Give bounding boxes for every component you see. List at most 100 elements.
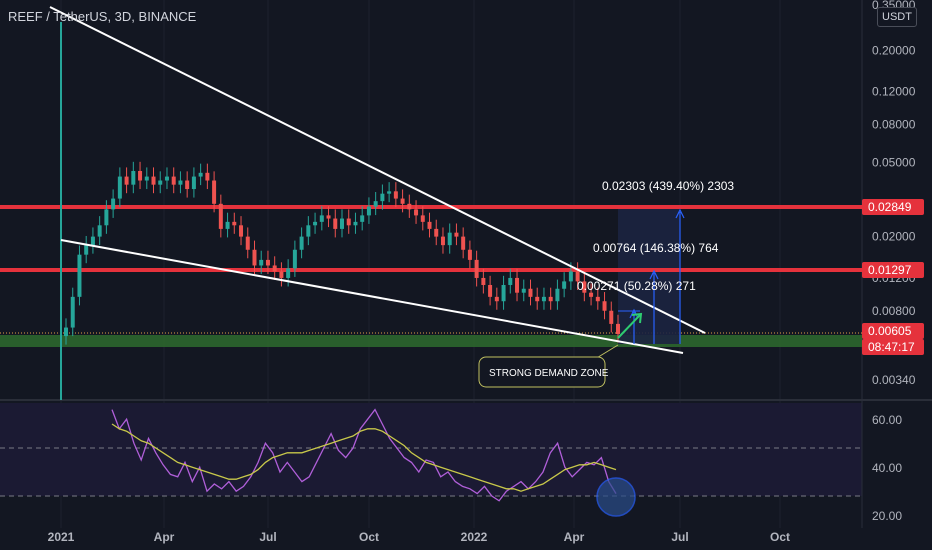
candle-body (292, 249, 297, 269)
candle-body (151, 176, 156, 185)
upper-trendline (49, 6, 706, 334)
time-axis-tick: Apr (564, 530, 585, 544)
candle-body (400, 198, 405, 204)
candle-body (225, 221, 230, 229)
candle-body (239, 225, 244, 237)
candle-body (138, 170, 143, 181)
candle-body (515, 277, 520, 293)
candle-body (582, 281, 587, 293)
candle-body (77, 254, 82, 297)
candle-body (481, 277, 486, 285)
candle-body (333, 218, 338, 229)
candle-body (319, 215, 324, 222)
demand-zone (0, 335, 862, 347)
candle-body (279, 271, 284, 278)
time-axis-tick: Oct (359, 530, 379, 544)
candle-body (488, 284, 493, 297)
candle-body (90, 236, 95, 246)
candle-body (575, 271, 580, 282)
time-axis-tick: 2021 (48, 530, 75, 544)
level-line-high (0, 205, 862, 209)
candle-body (393, 191, 398, 199)
candle-body (474, 259, 479, 278)
candle-body (568, 271, 573, 282)
candle-body (171, 176, 176, 185)
price-axis-tick: 0.20000 (872, 43, 916, 57)
candle-body (366, 206, 371, 216)
rsi-axis-tick: 60.00 (872, 413, 902, 427)
rsi-axis-tick: 20.00 (872, 509, 902, 523)
candle-body (434, 228, 439, 237)
candle-body (414, 209, 419, 216)
candle-body (535, 296, 540, 302)
target-label-mid: 0.00764 (146.38%) 764 (593, 241, 719, 255)
candle-body (562, 281, 567, 289)
candle-body (616, 323, 620, 335)
target-box (618, 208, 680, 344)
candle-body (104, 209, 109, 226)
candle-body (420, 215, 425, 222)
candle-body (407, 203, 412, 210)
candle-body (185, 180, 190, 190)
candle-body (454, 232, 459, 237)
candle-body (541, 296, 546, 302)
price-axis-tick: 0.08000 (872, 117, 916, 131)
candle-body (387, 191, 392, 194)
price-tag-level-mid: 0.01297 (862, 262, 924, 278)
candle-body (346, 218, 351, 226)
candle-body (299, 236, 304, 250)
rsi-band (0, 403, 862, 496)
chart-title: REEF / TetherUS, 3D, BINANCE (8, 9, 197, 24)
price-axis-tick: 0.05000 (872, 155, 916, 169)
candle-body (164, 176, 169, 181)
candle-body (589, 292, 594, 297)
candle-body (286, 268, 291, 278)
candle-body (306, 225, 311, 237)
candle-body (84, 245, 89, 255)
price-tag-level-high: 0.02849 (862, 199, 924, 215)
candle-body (131, 170, 136, 185)
candle-body (340, 218, 344, 229)
candle-body (144, 176, 149, 181)
candle-body (191, 176, 196, 190)
candle-body (124, 176, 129, 185)
candle-body (467, 249, 472, 260)
candle-body (528, 288, 533, 297)
price-tag-last: 0.00605 (862, 323, 924, 339)
breakout-arrow (617, 314, 641, 339)
currency-unit-button[interactable]: USDT (877, 7, 917, 27)
candle-body (158, 180, 163, 185)
candle-body (117, 176, 122, 199)
rsi-highlight-circle (596, 477, 636, 517)
candle-body (70, 296, 75, 328)
lower-trendline (60, 239, 684, 354)
level-line-mid (0, 268, 862, 272)
price-axis-tick: 0.00340 (872, 373, 916, 387)
price-axis-tick: 0.12000 (872, 85, 916, 99)
rsi-line (111, 408, 617, 502)
demand-zone-callout (478, 356, 606, 388)
countdown-tag: 08:47:17 (862, 339, 924, 355)
candle-body (64, 327, 68, 337)
time-axis-tick: Oct (770, 530, 790, 544)
candle-body (609, 310, 614, 324)
candle-body (461, 236, 466, 250)
candle-body (212, 180, 217, 204)
candle-body (205, 172, 210, 181)
demand-zone-label: STRONG DEMAND ZONE (489, 368, 609, 379)
candle-body (501, 284, 506, 302)
time-axis-tick: Jul (671, 530, 688, 544)
candle-body (198, 172, 203, 177)
price-axis-tick: 0.02000 (872, 230, 916, 244)
candle-body (218, 203, 223, 229)
candle-body (326, 215, 331, 219)
time-axis-tick: Apr (154, 530, 175, 544)
candle-body (97, 225, 102, 237)
candle-body (259, 259, 264, 266)
candle-body (353, 221, 358, 226)
candle-body (494, 296, 499, 302)
candle-body (272, 265, 277, 272)
candle-body (373, 201, 378, 207)
candle-body (232, 221, 237, 226)
